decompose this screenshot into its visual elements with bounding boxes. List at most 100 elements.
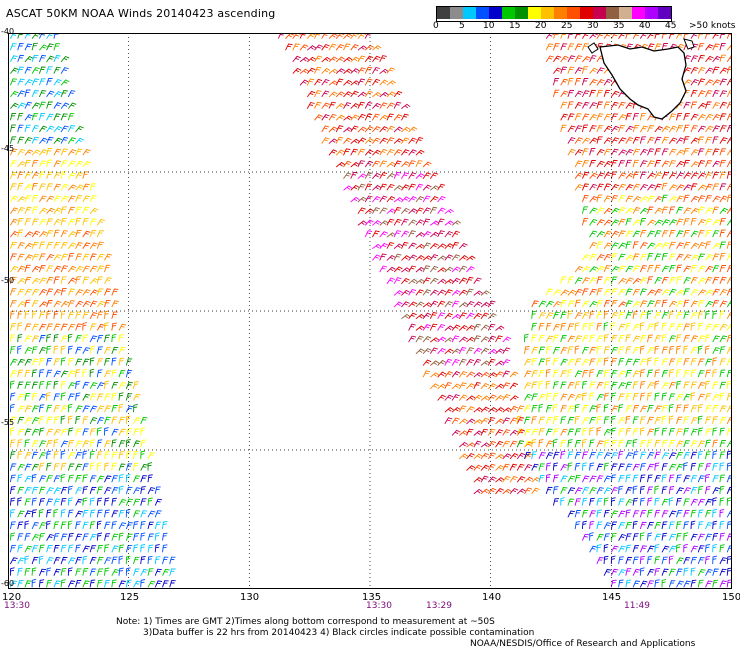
wind-barb <box>560 416 567 424</box>
wind-barb <box>712 381 719 389</box>
wind-barb <box>422 336 432 343</box>
wind-barb <box>661 230 669 238</box>
wind-barb <box>690 369 697 378</box>
wind-barb <box>451 277 461 285</box>
wind-barb <box>53 265 62 273</box>
wind-barb <box>712 136 719 144</box>
wind-barb <box>473 419 483 425</box>
wind-barb <box>632 428 639 436</box>
wind-barb <box>75 276 82 284</box>
wind-barb <box>705 428 712 436</box>
wind-barb <box>335 161 346 168</box>
wind-barb <box>473 464 483 471</box>
wind-barb <box>661 370 669 378</box>
wind-barb <box>31 253 40 261</box>
wind-barb <box>683 299 690 308</box>
wind-barb <box>581 66 589 74</box>
wind-barb <box>393 185 403 191</box>
wind-barb <box>24 323 32 331</box>
wind-barb <box>38 253 46 261</box>
wind-barb <box>379 126 389 133</box>
wind-barb <box>502 407 512 413</box>
wind-barb <box>372 230 380 238</box>
wind-barb <box>581 369 589 378</box>
wind-barb <box>60 567 67 576</box>
wind-barb <box>705 555 711 565</box>
wind-barb <box>574 90 583 98</box>
wind-barb <box>473 301 483 308</box>
wind-barb <box>610 159 618 168</box>
wind-barb <box>429 206 438 214</box>
wind-barb <box>516 463 525 471</box>
wind-barb <box>610 427 617 436</box>
wind-barb <box>24 288 33 296</box>
wind-barb <box>639 112 646 121</box>
wind-barb <box>386 91 396 98</box>
wind-barb <box>567 77 574 86</box>
wind-barb <box>618 404 624 413</box>
wind-barb <box>82 358 90 366</box>
wind-barb <box>393 230 402 238</box>
wind-barb <box>705 310 711 319</box>
wind-barb <box>632 370 641 378</box>
wind-barb <box>545 346 552 354</box>
wind-barb <box>552 486 559 494</box>
wind-barb <box>17 124 24 133</box>
wind-barb <box>712 416 718 424</box>
wind-barb <box>89 345 95 354</box>
wind-barb <box>560 346 568 354</box>
wind-barb <box>726 579 732 588</box>
wind-barb <box>719 580 727 588</box>
wind-barb <box>654 230 662 238</box>
wind-barb <box>668 545 677 553</box>
wind-barb <box>154 544 160 553</box>
wind-barb <box>618 382 626 390</box>
wind-barb <box>726 521 732 530</box>
wind-barb <box>661 136 669 144</box>
wind-barb <box>46 369 53 378</box>
wind-barb <box>415 278 425 285</box>
wind-barb <box>357 55 366 63</box>
wind-barb <box>690 113 699 121</box>
legend-swatch <box>645 7 658 19</box>
wind-barb <box>46 125 55 133</box>
wind-barb <box>712 171 720 179</box>
wind-barb <box>625 427 632 436</box>
wind-barb <box>560 289 569 296</box>
wind-barb <box>480 442 490 448</box>
wind-barb <box>683 557 691 565</box>
wind-barb <box>364 113 373 121</box>
wind-barb <box>487 417 496 425</box>
wind-barb <box>545 368 551 378</box>
wind-barb <box>610 266 620 273</box>
wind-barb <box>60 579 66 588</box>
wind-barb <box>538 334 545 343</box>
wind-barb <box>589 89 596 98</box>
wind-barb <box>140 532 146 541</box>
wind-barb <box>603 113 612 121</box>
wind-barb <box>589 392 595 401</box>
wind-barb <box>705 148 713 156</box>
wind-barb <box>357 148 366 156</box>
wind-barb <box>321 90 330 98</box>
wind-barb <box>46 357 52 366</box>
wind-barb <box>552 357 559 366</box>
wind-barb <box>328 138 338 144</box>
wind-barb <box>654 405 662 413</box>
wind-barb <box>639 532 645 541</box>
wind-barb <box>104 299 111 308</box>
wind-barb <box>610 392 617 401</box>
wind-barb <box>133 403 138 413</box>
wind-barb <box>444 278 454 285</box>
wind-barb <box>17 393 25 401</box>
wind-barb <box>9 43 17 51</box>
wind-barb <box>451 417 460 425</box>
wind-barb <box>10 33 18 39</box>
wind-barb <box>285 33 295 39</box>
wind-barb <box>89 568 97 576</box>
wind-barb <box>712 276 720 284</box>
wind-barb <box>46 475 53 483</box>
wind-barb <box>697 370 705 378</box>
wind-barb <box>538 380 544 389</box>
wind-barb <box>632 265 641 273</box>
